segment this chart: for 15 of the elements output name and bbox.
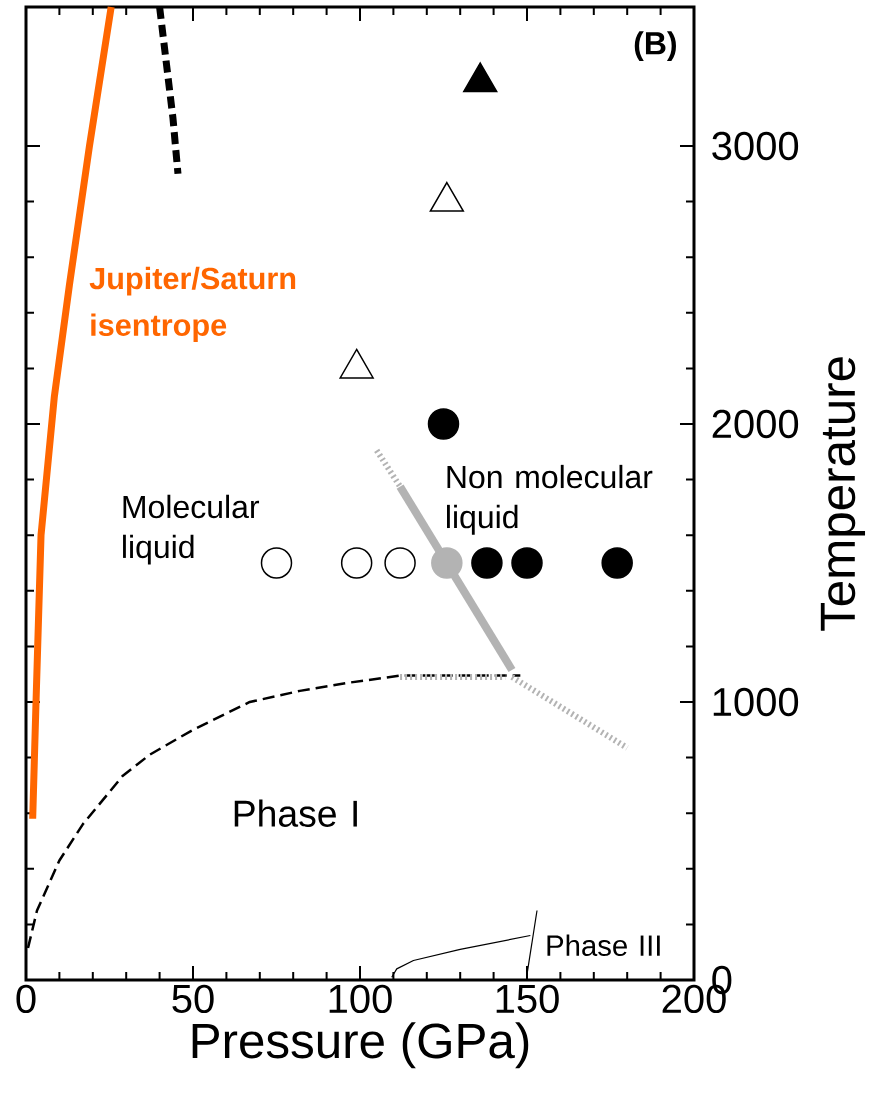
annotation: Phase I xyxy=(234,799,357,827)
x-tick-label: 100 xyxy=(329,984,392,1014)
x-axis-title: Pressure (GPa) xyxy=(192,1022,529,1069)
annotation: (B) xyxy=(634,31,676,62)
annotation: Phase III xyxy=(547,934,660,957)
y-tick-label: 2000 xyxy=(712,409,799,439)
y-tick-label: 1000 xyxy=(713,687,799,717)
x-tick-label: 150 xyxy=(496,984,559,1014)
annotation: Molecular liquid xyxy=(123,494,260,565)
y-tick-label: 3000 xyxy=(712,131,799,161)
x-tick-label: 0 xyxy=(16,984,36,1014)
x-tick-label: 50 xyxy=(172,984,214,1014)
annotation: Non molecular liquid xyxy=(447,464,653,535)
series-label: Jupiter/Saturn isentrope xyxy=(89,266,296,343)
y-axis-title: Temperature xyxy=(820,357,866,631)
